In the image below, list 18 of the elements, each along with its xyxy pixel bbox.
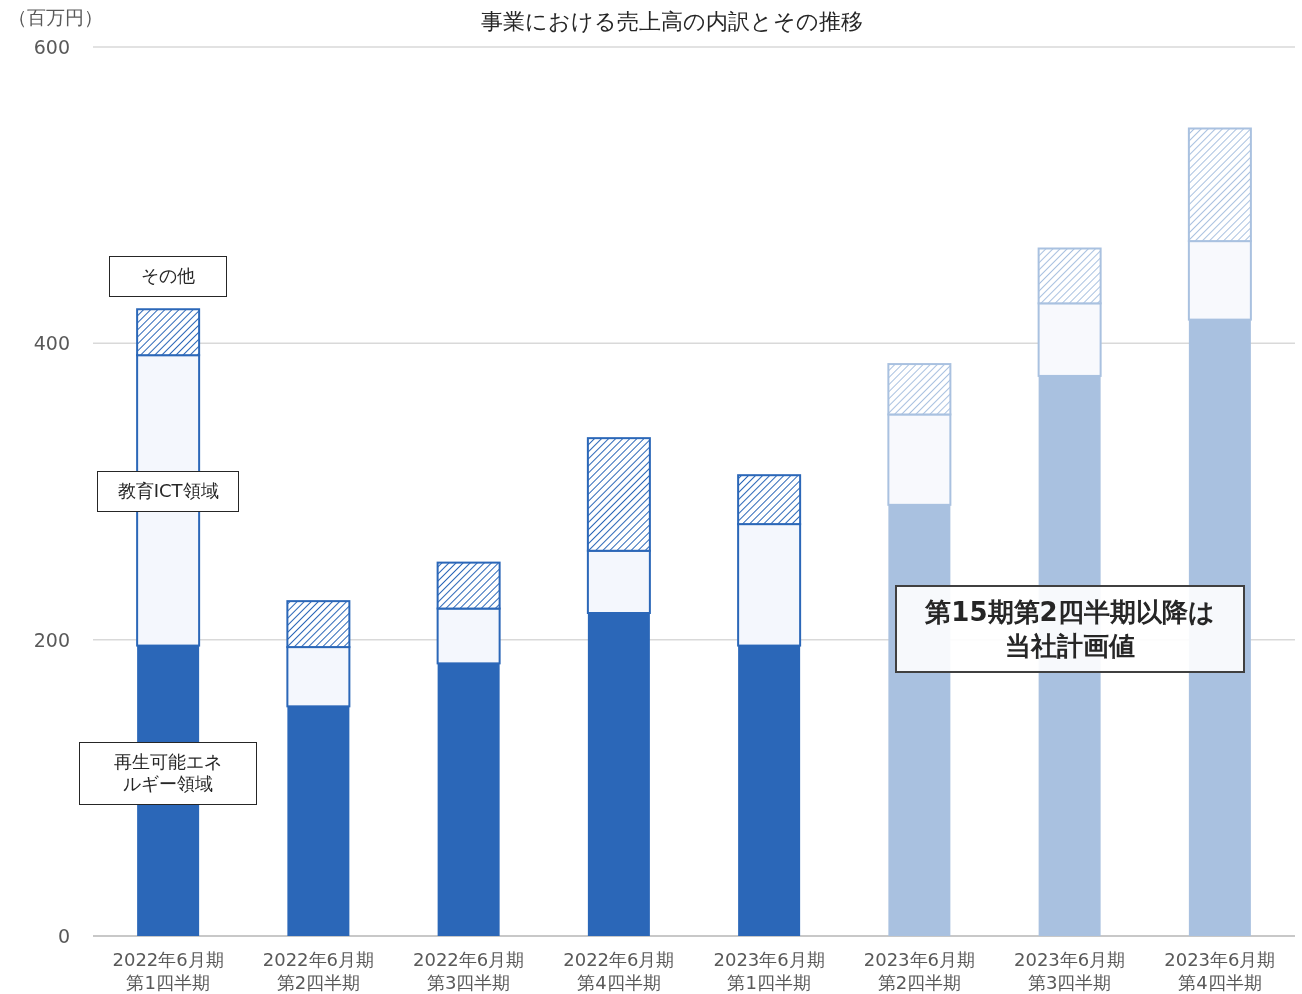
picture-callout: 再生可能エネルギー領域 bbox=[79, 741, 258, 805]
x-tick-label: 2022年6月期第1四半期 bbox=[111, 948, 225, 994]
x-tick-label: 2022年6月期第2四半期 bbox=[261, 948, 375, 994]
x-tick-label: 2023年6月期第1四半期 bbox=[712, 948, 826, 994]
picture-callout: 教育ICT領域 bbox=[97, 471, 240, 512]
x-tick-label: 2023年6月期第3四半期 bbox=[1013, 948, 1127, 994]
x-tick-label: 2022年6月期第4四半期 bbox=[562, 948, 676, 994]
picture-callout: 第15期第2四半期以降は当社計画値 bbox=[895, 585, 1245, 673]
y-tick-label: 400 bbox=[33, 332, 70, 355]
x-tick-label: 2022年6月期第3四半期 bbox=[412, 948, 526, 994]
x-tick-label: 2023年6月期第4四半期 bbox=[1163, 948, 1277, 994]
chart-title: 事業における売上高の内訳とその推移 bbox=[481, 9, 863, 34]
x-tick-label: 2023年6月期第2四半期 bbox=[862, 948, 976, 994]
y-axis-title: （百万円） bbox=[8, 6, 103, 28]
picture-callout: その他 bbox=[109, 256, 228, 297]
y-tick-label: 0 bbox=[57, 925, 70, 947]
y-tick-label: 600 bbox=[33, 36, 70, 58]
y-tick-label: 200 bbox=[33, 628, 70, 651]
